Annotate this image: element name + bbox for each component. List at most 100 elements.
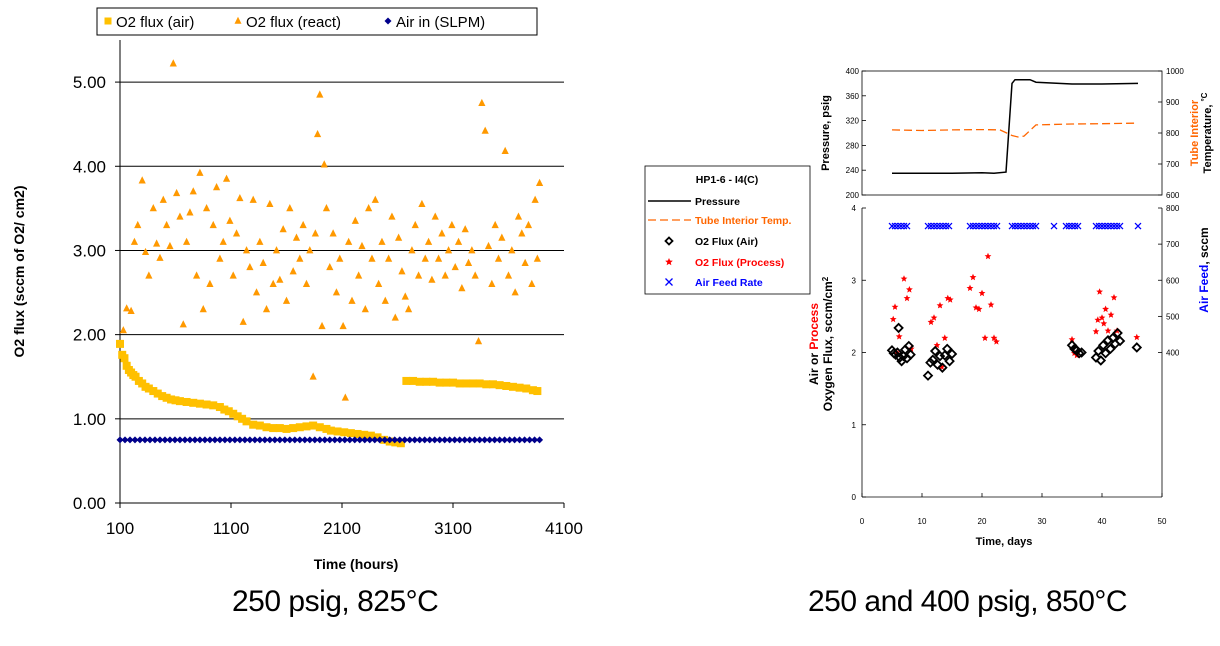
o2-flux-air-point bbox=[162, 393, 171, 402]
air-in-point bbox=[376, 436, 384, 444]
o2-flux-react-point bbox=[269, 279, 277, 288]
air-feed-rate-point bbox=[1104, 222, 1112, 230]
air-in-point bbox=[426, 436, 434, 444]
air-in-point bbox=[326, 436, 334, 444]
oxygen-flux-axis-title-air-part: Air or bbox=[807, 350, 821, 385]
x-tick-label: 30 bbox=[1038, 517, 1047, 526]
air-feed-rate-point bbox=[984, 222, 992, 230]
o2-flux-air-point bbox=[435, 378, 444, 387]
o2-flux-react-point bbox=[468, 246, 476, 254]
o2-flux-react-point bbox=[336, 254, 344, 262]
o2-flux-air-point bbox=[120, 354, 129, 363]
o2-flux-react-point bbox=[196, 168, 204, 176]
air-feed-rate-point bbox=[978, 222, 986, 230]
air-in-point bbox=[206, 436, 214, 444]
air-in-point bbox=[146, 436, 154, 444]
o2-flux-air-point bbox=[333, 427, 342, 436]
o2-flux-air-point bbox=[932, 359, 943, 371]
o2-flux-air-point bbox=[131, 372, 140, 381]
air-feed-rate-point bbox=[1020, 222, 1028, 230]
o2-flux-process-point bbox=[933, 341, 941, 349]
o2-flux-air-point bbox=[1112, 327, 1123, 339]
o2-flux-react-point bbox=[428, 275, 436, 283]
o2-flux-air-point bbox=[215, 403, 224, 412]
air-in-point bbox=[176, 436, 184, 444]
air-in-point bbox=[136, 436, 144, 444]
o2-flux-air-point bbox=[475, 379, 484, 388]
air-in-point bbox=[506, 436, 514, 444]
o2-flux-process-point bbox=[1133, 333, 1141, 341]
o2-flux-react-point bbox=[156, 253, 164, 261]
o2-flux-react-point bbox=[438, 229, 446, 237]
air-feed-rate-point bbox=[969, 222, 977, 230]
air-in-point bbox=[186, 436, 194, 444]
o2-flux-air-point bbox=[495, 381, 504, 390]
o2-flux-react-point bbox=[351, 216, 359, 224]
o2-flux-react-point bbox=[173, 188, 181, 197]
o2-flux-air-point bbox=[242, 417, 251, 426]
legend-marker bbox=[234, 16, 242, 24]
o2-flux-air-point bbox=[929, 345, 941, 357]
legend-box bbox=[96, 7, 538, 36]
o2-flux-air-point bbox=[224, 407, 233, 416]
o2-flux-react-point bbox=[242, 246, 251, 254]
top-left-tick-label: 240 bbox=[846, 166, 860, 175]
o2-flux-process-point bbox=[993, 338, 1000, 345]
air-in-point bbox=[391, 436, 399, 444]
o2-flux-react-point bbox=[375, 279, 383, 288]
o2-flux-air-point bbox=[941, 343, 953, 355]
o2-flux-react-point bbox=[141, 247, 150, 256]
top-right-tick-label: 800 bbox=[1166, 129, 1180, 138]
o2-flux-air-point bbox=[373, 433, 382, 442]
air-in-point bbox=[441, 436, 449, 444]
o2-flux-react-point bbox=[401, 292, 409, 300]
air-in-point bbox=[331, 436, 339, 444]
air-in-point bbox=[306, 436, 314, 444]
pressure-axis-title: Pressure, psig bbox=[820, 95, 832, 171]
o2-flux-react-point bbox=[123, 304, 131, 312]
air-feed-rate-point bbox=[1032, 222, 1040, 230]
air-feed-rate-point bbox=[1017, 222, 1025, 230]
top-left-tick-label: 200 bbox=[846, 191, 860, 200]
o2-flux-react-point bbox=[226, 216, 234, 224]
o2-flux-air-point bbox=[522, 384, 531, 393]
bottom-right-tick-label: 500 bbox=[1166, 312, 1180, 321]
air-in-point bbox=[381, 436, 389, 444]
air-feed-rate-point bbox=[1134, 222, 1142, 230]
air-feed-rate-point bbox=[927, 222, 935, 230]
y-tick-label: 5.00 bbox=[73, 73, 106, 92]
o2-flux-air-point bbox=[1097, 340, 1109, 351]
air-in-point bbox=[421, 436, 429, 444]
air-in-point bbox=[261, 436, 269, 444]
o2-flux-react-point bbox=[454, 237, 463, 245]
o2-flux-air-point bbox=[158, 392, 167, 401]
air-in-point bbox=[196, 436, 204, 444]
o2-flux-react-point bbox=[239, 317, 247, 325]
o2-flux-react-point bbox=[365, 204, 373, 212]
air-in-point bbox=[436, 436, 444, 444]
air-in-point bbox=[336, 436, 344, 444]
o2-flux-react-point bbox=[306, 246, 314, 254]
o2-flux-air-point bbox=[182, 397, 191, 406]
o2-flux-react-point bbox=[276, 275, 284, 283]
o2-flux-air-point bbox=[893, 322, 904, 334]
x-axis-title: Time, days bbox=[976, 536, 1033, 548]
o2-flux-air-point bbox=[922, 370, 934, 381]
legend-label: O2 flux (react) bbox=[246, 14, 341, 31]
air-in-point bbox=[251, 436, 259, 444]
o2-flux-react-point bbox=[371, 195, 379, 203]
o2-flux-process-point bbox=[987, 301, 995, 308]
o2-flux-react-point bbox=[296, 254, 304, 262]
o2-flux-process-point bbox=[900, 275, 908, 282]
o2-flux-react-point bbox=[355, 271, 363, 279]
air-feed-rate-point bbox=[1014, 222, 1022, 230]
air-in-point bbox=[411, 436, 419, 444]
y-tick-label: 1.00 bbox=[73, 410, 106, 429]
o2-flux-air-point bbox=[209, 401, 218, 410]
air-in-point bbox=[321, 436, 329, 444]
air-in-point bbox=[126, 436, 134, 444]
right-legend: HP1-6 - I4(C) Pressure Tube Interior Temp.… bbox=[644, 165, 811, 295]
legend-marker bbox=[384, 17, 392, 25]
o2-flux-air-point bbox=[415, 377, 424, 386]
air-in-point bbox=[151, 436, 159, 444]
